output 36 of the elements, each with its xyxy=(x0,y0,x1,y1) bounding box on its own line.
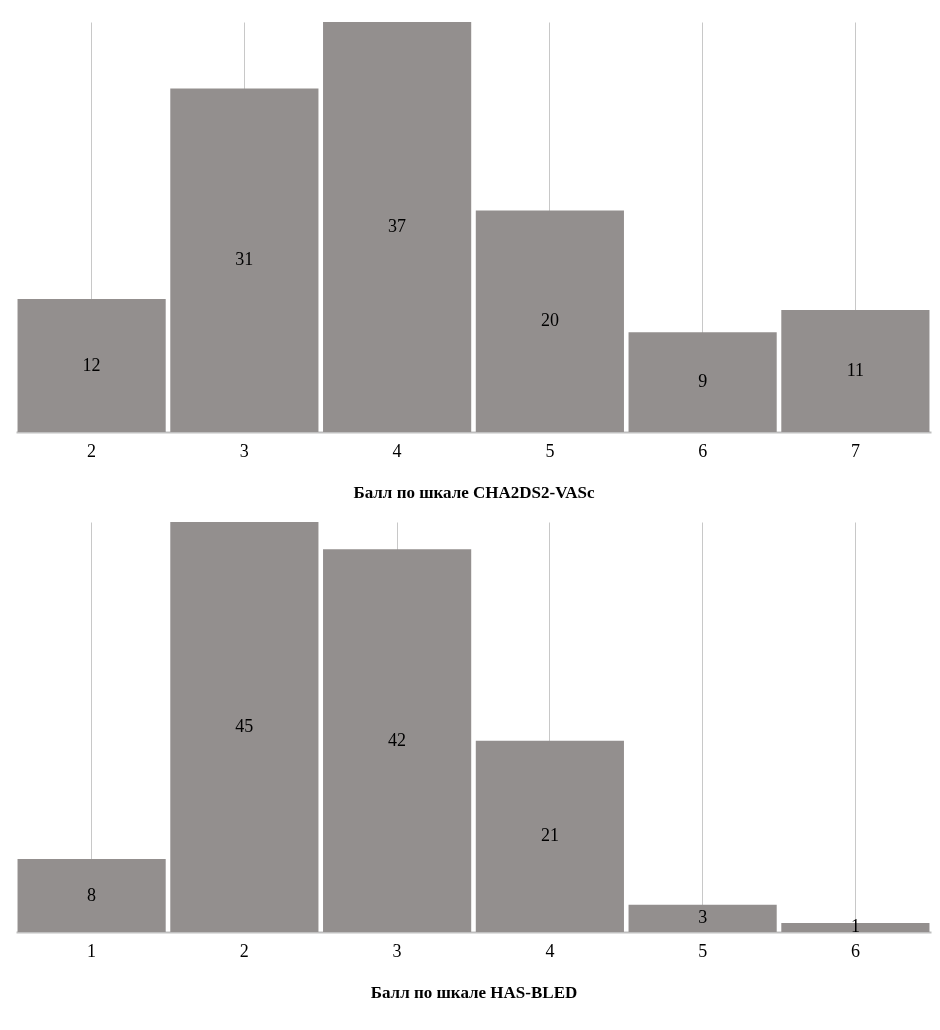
data-label: 42 xyxy=(388,729,407,750)
bar xyxy=(323,22,472,432)
x-axis-title: Балл по шкале CHA2DS2-VASc xyxy=(353,482,596,502)
bar xyxy=(170,522,319,932)
bar xyxy=(475,740,624,932)
bar xyxy=(475,210,624,432)
x-axis-title: Балл по шкале HAS-BLED xyxy=(370,982,578,1002)
data-label: 11 xyxy=(846,360,865,381)
x-tick-label: 3 xyxy=(392,940,402,961)
x-tick-label: 6 xyxy=(698,440,708,461)
data-label: 8 xyxy=(87,884,97,905)
x-tick-label: 4 xyxy=(392,440,402,461)
data-label: 20 xyxy=(540,310,559,331)
x-tick-label: 1 xyxy=(87,940,97,961)
x-tick-label: 5 xyxy=(698,940,708,961)
data-label: 9 xyxy=(698,371,708,392)
x-tick-label: 3 xyxy=(239,440,249,461)
bar xyxy=(170,88,319,432)
bar xyxy=(17,859,166,932)
x-tick-label: 2 xyxy=(87,440,97,461)
bar xyxy=(628,332,777,432)
x-tick-label: 5 xyxy=(545,440,555,461)
bar xyxy=(323,549,472,932)
x-tick-label: 4 xyxy=(545,940,555,961)
x-tick-label: 2 xyxy=(239,940,249,961)
x-tick-label: 7 xyxy=(850,440,860,461)
data-label: 37 xyxy=(388,216,407,236)
data-label: 31 xyxy=(235,249,254,270)
data-label: 3 xyxy=(698,907,708,928)
data-label: 45 xyxy=(235,716,254,736)
bar xyxy=(17,299,166,432)
bar xyxy=(781,310,930,432)
bar xyxy=(628,904,777,932)
x-tick-label: 6 xyxy=(850,940,860,961)
data-label: 12 xyxy=(82,354,101,375)
data-label: 21 xyxy=(540,825,559,846)
